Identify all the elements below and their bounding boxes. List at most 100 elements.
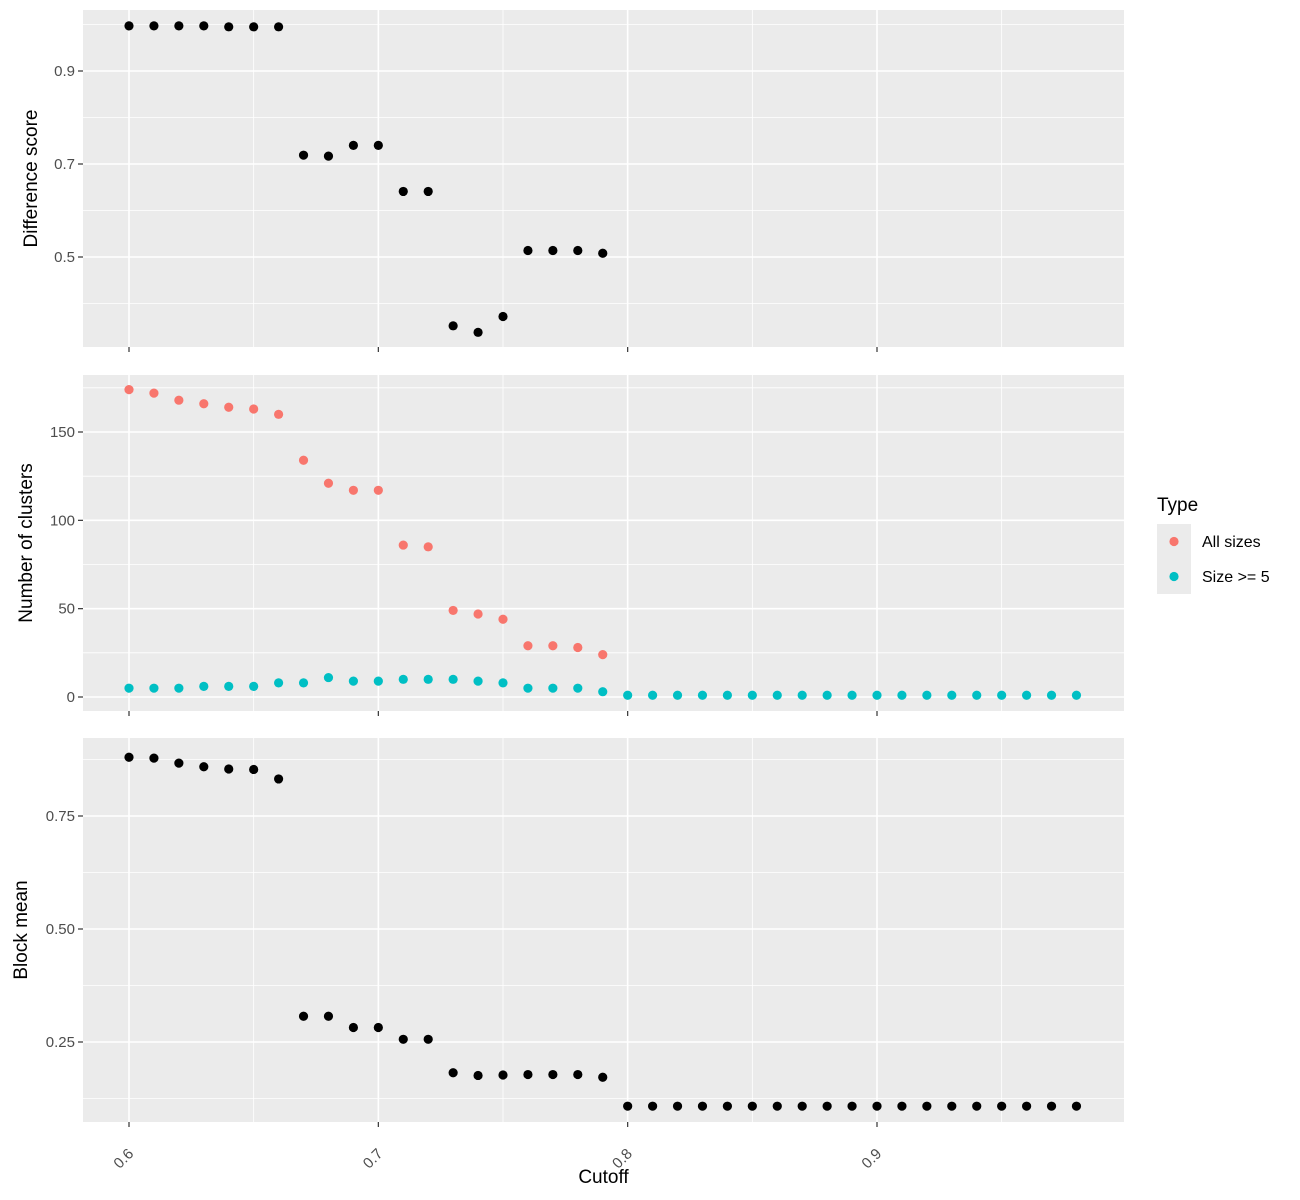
data-point bbox=[473, 676, 483, 686]
series-points bbox=[124, 752, 1082, 1111]
legend: Type All sizes Size >= 5 bbox=[1157, 495, 1270, 594]
data-point bbox=[722, 690, 733, 700]
data-point bbox=[498, 614, 508, 624]
data-point bbox=[348, 676, 358, 686]
data-point bbox=[224, 402, 234, 412]
data-point bbox=[897, 690, 907, 700]
data-point bbox=[623, 690, 633, 700]
y-tick-label: 0.50 bbox=[46, 921, 75, 938]
data-point bbox=[124, 683, 134, 693]
data-point bbox=[972, 690, 982, 700]
panel-top: 0.5 0.7 0.9 Difference score bbox=[21, 10, 1124, 352]
data-point bbox=[199, 762, 209, 772]
legend-label: Size >= 5 bbox=[1202, 569, 1270, 586]
data-point bbox=[373, 485, 383, 495]
data-point bbox=[573, 245, 583, 256]
data-point bbox=[523, 683, 533, 693]
y-axis-title: Difference score bbox=[21, 110, 42, 248]
data-point bbox=[822, 1101, 832, 1111]
data-point bbox=[174, 395, 184, 405]
data-point bbox=[697, 690, 708, 700]
data-point bbox=[298, 678, 309, 688]
data-point bbox=[398, 186, 408, 197]
x-tick-label: 0.6 bbox=[110, 1145, 137, 1172]
y-tick-label: 0 bbox=[67, 689, 75, 706]
data-point bbox=[274, 22, 284, 32]
data-point bbox=[672, 1101, 683, 1111]
data-point bbox=[448, 1068, 458, 1078]
x-tick-label: 0.9 bbox=[858, 1145, 885, 1172]
y-axis-title: Block mean bbox=[11, 880, 32, 979]
data-point bbox=[598, 1072, 608, 1082]
data-point bbox=[473, 327, 483, 337]
data-point bbox=[1022, 690, 1032, 700]
data-point bbox=[199, 681, 209, 692]
y-tick-label: 0.5 bbox=[54, 249, 75, 266]
data-point bbox=[199, 21, 209, 31]
data-point bbox=[1071, 1101, 1082, 1111]
data-point bbox=[323, 672, 334, 683]
data-point bbox=[548, 641, 558, 651]
data-point bbox=[922, 1101, 932, 1111]
data-point bbox=[423, 186, 433, 197]
data-point bbox=[797, 690, 807, 700]
y-axis-title: Number of clusters bbox=[16, 463, 37, 622]
data-point bbox=[797, 1101, 807, 1111]
panel-middle: 0 50 100 150 Number of clusters bbox=[16, 375, 1124, 716]
data-point bbox=[124, 752, 134, 762]
data-point bbox=[398, 674, 408, 684]
data-point bbox=[772, 1101, 782, 1111]
data-point bbox=[972, 1101, 982, 1111]
x-tick-label: 0.7 bbox=[360, 1145, 387, 1172]
legend-title: Type bbox=[1157, 495, 1198, 516]
y-tick-label: 150 bbox=[50, 424, 75, 441]
data-point bbox=[523, 1069, 533, 1080]
legend-swatch bbox=[1169, 536, 1179, 547]
data-point bbox=[872, 1101, 882, 1111]
data-point bbox=[598, 248, 608, 258]
data-point bbox=[274, 774, 284, 784]
data-point bbox=[498, 1070, 508, 1080]
data-point bbox=[648, 690, 658, 700]
data-point bbox=[224, 22, 234, 32]
data-point bbox=[448, 605, 458, 616]
data-point bbox=[623, 1101, 633, 1111]
data-point bbox=[822, 690, 832, 700]
data-point bbox=[872, 690, 882, 700]
data-point bbox=[598, 687, 608, 697]
data-point bbox=[448, 321, 458, 331]
data-point bbox=[323, 1011, 334, 1021]
data-point bbox=[149, 753, 159, 763]
data-point bbox=[174, 758, 184, 768]
data-point bbox=[997, 1101, 1007, 1111]
data-point bbox=[648, 1101, 658, 1111]
y-tick-label: 50 bbox=[58, 601, 75, 618]
x-axis-title: Cutoff bbox=[578, 1167, 629, 1188]
data-point bbox=[573, 1069, 583, 1080]
data-point bbox=[373, 676, 383, 686]
data-point bbox=[847, 690, 857, 700]
data-point bbox=[224, 764, 234, 774]
data-point bbox=[348, 485, 358, 495]
y-tick-label: 0.75 bbox=[46, 808, 75, 825]
data-point bbox=[298, 1011, 309, 1021]
series-size-5 bbox=[124, 672, 1082, 700]
legend-label: All sizes bbox=[1202, 534, 1261, 551]
data-point bbox=[747, 690, 757, 700]
panel-background bbox=[83, 738, 1124, 1122]
data-point bbox=[423, 674, 433, 684]
data-point bbox=[697, 1101, 708, 1111]
data-point bbox=[149, 683, 159, 693]
data-point bbox=[249, 681, 259, 692]
data-point bbox=[847, 1101, 857, 1111]
series-all-sizes bbox=[124, 385, 608, 660]
data-point bbox=[348, 1022, 358, 1033]
data-point bbox=[548, 1069, 558, 1080]
data-point bbox=[348, 140, 358, 150]
series-points bbox=[124, 21, 608, 337]
data-point bbox=[149, 21, 159, 31]
y-tick-label: 100 bbox=[50, 512, 75, 529]
data-point bbox=[722, 1101, 733, 1111]
